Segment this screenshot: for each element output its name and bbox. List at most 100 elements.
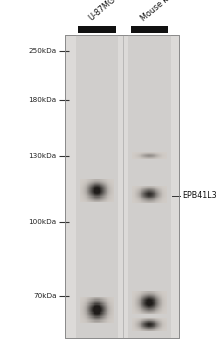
FancyBboxPatch shape bbox=[149, 153, 150, 154]
FancyBboxPatch shape bbox=[145, 156, 146, 157]
FancyBboxPatch shape bbox=[82, 311, 83, 312]
FancyBboxPatch shape bbox=[164, 198, 165, 199]
FancyBboxPatch shape bbox=[147, 296, 148, 297]
FancyBboxPatch shape bbox=[162, 297, 163, 298]
FancyBboxPatch shape bbox=[157, 320, 158, 321]
FancyBboxPatch shape bbox=[138, 322, 139, 323]
FancyBboxPatch shape bbox=[154, 319, 155, 320]
FancyBboxPatch shape bbox=[133, 294, 134, 295]
FancyBboxPatch shape bbox=[145, 300, 146, 302]
FancyBboxPatch shape bbox=[161, 295, 162, 296]
FancyBboxPatch shape bbox=[138, 324, 139, 325]
FancyBboxPatch shape bbox=[81, 322, 82, 323]
FancyBboxPatch shape bbox=[94, 315, 95, 316]
FancyBboxPatch shape bbox=[152, 326, 153, 327]
FancyBboxPatch shape bbox=[136, 201, 137, 202]
FancyBboxPatch shape bbox=[97, 190, 98, 191]
FancyBboxPatch shape bbox=[143, 293, 144, 294]
FancyBboxPatch shape bbox=[107, 181, 108, 182]
FancyBboxPatch shape bbox=[145, 187, 146, 188]
FancyBboxPatch shape bbox=[152, 188, 153, 189]
FancyBboxPatch shape bbox=[132, 311, 133, 312]
FancyBboxPatch shape bbox=[139, 191, 140, 192]
FancyBboxPatch shape bbox=[93, 184, 94, 185]
FancyBboxPatch shape bbox=[88, 185, 89, 186]
FancyBboxPatch shape bbox=[80, 299, 81, 301]
FancyBboxPatch shape bbox=[153, 194, 154, 195]
FancyBboxPatch shape bbox=[96, 183, 97, 184]
FancyBboxPatch shape bbox=[145, 322, 146, 323]
FancyBboxPatch shape bbox=[87, 310, 88, 311]
FancyBboxPatch shape bbox=[154, 306, 155, 307]
FancyBboxPatch shape bbox=[134, 307, 135, 308]
FancyBboxPatch shape bbox=[156, 326, 157, 327]
FancyBboxPatch shape bbox=[150, 320, 151, 321]
FancyBboxPatch shape bbox=[96, 182, 97, 183]
FancyBboxPatch shape bbox=[138, 154, 139, 155]
FancyBboxPatch shape bbox=[92, 310, 93, 311]
FancyBboxPatch shape bbox=[88, 201, 89, 202]
FancyBboxPatch shape bbox=[137, 298, 138, 299]
FancyBboxPatch shape bbox=[157, 200, 158, 201]
FancyBboxPatch shape bbox=[85, 311, 86, 312]
FancyBboxPatch shape bbox=[166, 293, 167, 294]
FancyBboxPatch shape bbox=[156, 299, 157, 300]
FancyBboxPatch shape bbox=[83, 179, 84, 181]
FancyBboxPatch shape bbox=[163, 193, 164, 194]
FancyBboxPatch shape bbox=[109, 183, 110, 184]
FancyBboxPatch shape bbox=[87, 312, 88, 314]
FancyBboxPatch shape bbox=[147, 152, 148, 153]
FancyBboxPatch shape bbox=[164, 328, 165, 329]
FancyBboxPatch shape bbox=[145, 152, 146, 153]
FancyBboxPatch shape bbox=[134, 300, 135, 302]
FancyBboxPatch shape bbox=[140, 324, 141, 325]
FancyBboxPatch shape bbox=[81, 319, 82, 320]
FancyBboxPatch shape bbox=[92, 186, 93, 187]
FancyBboxPatch shape bbox=[82, 201, 83, 202]
FancyBboxPatch shape bbox=[111, 322, 112, 323]
FancyBboxPatch shape bbox=[82, 179, 83, 181]
FancyBboxPatch shape bbox=[103, 182, 104, 183]
FancyBboxPatch shape bbox=[138, 158, 139, 159]
FancyBboxPatch shape bbox=[136, 197, 137, 198]
FancyBboxPatch shape bbox=[150, 297, 151, 298]
FancyBboxPatch shape bbox=[146, 304, 147, 305]
FancyBboxPatch shape bbox=[106, 316, 107, 318]
FancyBboxPatch shape bbox=[148, 191, 149, 192]
FancyBboxPatch shape bbox=[87, 322, 88, 323]
FancyBboxPatch shape bbox=[103, 196, 104, 197]
FancyBboxPatch shape bbox=[81, 303, 82, 304]
FancyBboxPatch shape bbox=[84, 201, 85, 202]
FancyBboxPatch shape bbox=[103, 301, 104, 302]
FancyBboxPatch shape bbox=[160, 321, 161, 322]
FancyBboxPatch shape bbox=[99, 303, 100, 304]
FancyBboxPatch shape bbox=[96, 195, 97, 196]
FancyBboxPatch shape bbox=[139, 189, 140, 190]
FancyBboxPatch shape bbox=[112, 308, 113, 310]
FancyBboxPatch shape bbox=[162, 187, 163, 188]
FancyBboxPatch shape bbox=[137, 308, 138, 309]
FancyBboxPatch shape bbox=[86, 195, 87, 196]
FancyBboxPatch shape bbox=[82, 316, 83, 318]
FancyBboxPatch shape bbox=[146, 194, 147, 195]
FancyBboxPatch shape bbox=[149, 158, 150, 159]
FancyBboxPatch shape bbox=[93, 195, 94, 196]
FancyBboxPatch shape bbox=[133, 198, 134, 199]
FancyBboxPatch shape bbox=[139, 187, 140, 188]
FancyBboxPatch shape bbox=[81, 306, 82, 307]
FancyBboxPatch shape bbox=[154, 297, 155, 298]
FancyBboxPatch shape bbox=[103, 315, 104, 316]
FancyBboxPatch shape bbox=[138, 198, 139, 199]
FancyBboxPatch shape bbox=[155, 299, 156, 300]
FancyBboxPatch shape bbox=[112, 318, 113, 319]
FancyBboxPatch shape bbox=[162, 197, 163, 198]
FancyBboxPatch shape bbox=[84, 181, 85, 182]
FancyBboxPatch shape bbox=[109, 194, 110, 195]
FancyBboxPatch shape bbox=[160, 295, 161, 296]
FancyBboxPatch shape bbox=[160, 153, 161, 154]
FancyBboxPatch shape bbox=[160, 305, 161, 306]
FancyBboxPatch shape bbox=[108, 192, 109, 193]
FancyBboxPatch shape bbox=[148, 324, 149, 325]
FancyBboxPatch shape bbox=[88, 307, 89, 308]
FancyBboxPatch shape bbox=[142, 186, 143, 187]
